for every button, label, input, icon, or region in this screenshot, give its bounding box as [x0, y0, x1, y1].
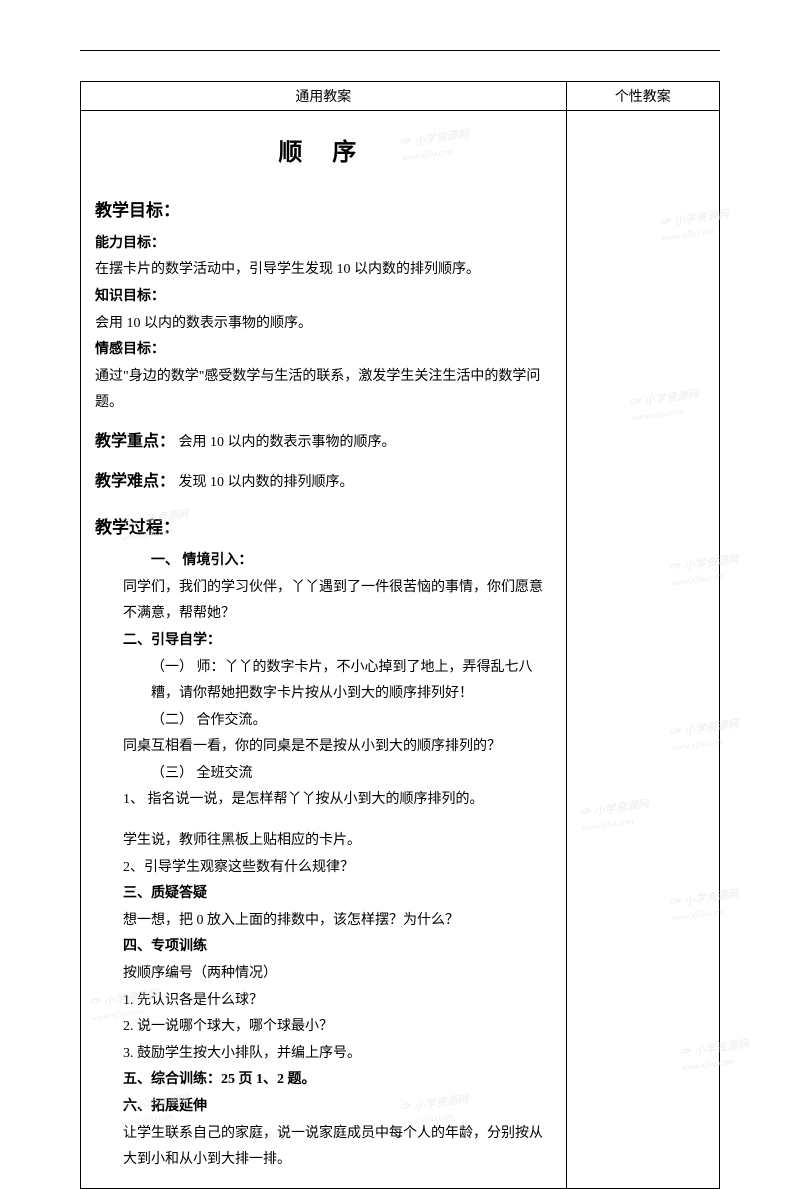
emotion-label: 情感目标： — [95, 337, 552, 364]
difficulty-row: 教学难点： 发现 10 以内数的排列顺序。 — [95, 467, 552, 497]
section-1-text: 同学们，我们的学习伙伴，丫丫遇到了一件很苦恼的事情，你们愿意不满意，帮帮她？ — [95, 575, 552, 628]
table-header-row: 通用教案 个性教案 — [81, 82, 720, 111]
section-3-text: 想一想，把 0 放入上面的排数中，该怎样摆？为什么？ — [95, 908, 552, 935]
difficulty-label: 教学难点： — [95, 473, 175, 490]
header-col-personal: 个性教案 — [566, 82, 719, 111]
section-4-item2: 2. 说一说哪个球大，哪个球最小？ — [95, 1014, 552, 1041]
emotion-text: 通过"身边的数学"感受数学与生活的联系，激发学生关注生活中的数学问题。 — [95, 364, 552, 417]
section-2-1: （一） 师：丫丫的数字卡片，不小心掉到了地上，弄得乱七八糟，请你帮她把数字卡片按… — [95, 655, 552, 708]
section-2-2-text: 同桌互相看一看，你的同桌是不是按从小到大的顺序排列的？ — [95, 734, 552, 761]
objectives-heading: 教学目标： — [95, 195, 552, 227]
content-personal — [566, 111, 719, 1189]
lesson-plan-table: 通用教案 个性教案 顺 序 教学目标： 能力目标： 在摆卡片的数学活动中，引导学… — [80, 81, 720, 1189]
section-6-text: 让学生联系自己的家庭，说一说家庭成员中每个人的年龄，分别按从大到小和从小到大排一… — [95, 1121, 552, 1174]
section-2-label: 二、引导自学： — [95, 628, 552, 655]
section-6-label: 六、拓展延伸 — [95, 1094, 552, 1121]
keypoint-label: 教学重点： — [95, 433, 175, 450]
empty-personal-area — [581, 123, 705, 923]
spacer — [95, 814, 552, 828]
section-2-3-item1: 1、 指名说一说，是怎样帮丫丫按从小到大的顺序排列的。 — [95, 787, 552, 814]
difficulty-text: 发现 10 以内数的排列顺序。 — [179, 475, 354, 490]
section-3-label: 三、质疑答疑 — [95, 881, 552, 908]
section-4-item3: 3. 鼓励学生按大小排队，并编上序号。 — [95, 1041, 552, 1068]
section-2-2-label: （二） 合作交流。 — [95, 708, 552, 735]
ability-label: 能力目标： — [95, 231, 552, 258]
process-heading: 教学过程： — [95, 512, 552, 544]
top-divider — [80, 50, 720, 51]
knowledge-text: 会用 10 以内的数表示事物的顺序。 — [95, 311, 552, 338]
content-general: 顺 序 教学目标： 能力目标： 在摆卡片的数学活动中，引导学生发现 10 以内数… — [81, 111, 567, 1189]
keypoint-text: 会用 10 以内的数表示事物的顺序。 — [179, 435, 396, 450]
section-2-3-item2: 学生说，教师往黑板上贴相应的卡片。 — [95, 828, 552, 855]
section-1-label: 一、 情境引入： — [95, 548, 552, 575]
section-2-3-label: （三） 全班交流 — [95, 761, 552, 788]
section-4-text: 按顺序编号（两种情况） — [95, 961, 552, 988]
ability-text: 在摆卡片的数学活动中，引导学生发现 10 以内数的排列顺序。 — [95, 257, 552, 284]
lesson-title: 顺 序 — [95, 131, 552, 177]
keypoint-row: 教学重点： 会用 10 以内的数表示事物的顺序。 — [95, 427, 552, 457]
table-content-row: 顺 序 教学目标： 能力目标： 在摆卡片的数学活动中，引导学生发现 10 以内数… — [81, 111, 720, 1189]
section-2-3-item3: 2、引导学生观察这些数有什么规律？ — [95, 855, 552, 882]
header-col-general: 通用教案 — [81, 82, 567, 111]
section-5-label: 五、综合训练：25 页 1、2 题。 — [95, 1067, 552, 1094]
knowledge-label: 知识目标： — [95, 284, 552, 311]
section-4-item1: 1. 先认识各是什么球？ — [95, 988, 552, 1015]
section-4-label: 四、专项训练 — [95, 934, 552, 961]
